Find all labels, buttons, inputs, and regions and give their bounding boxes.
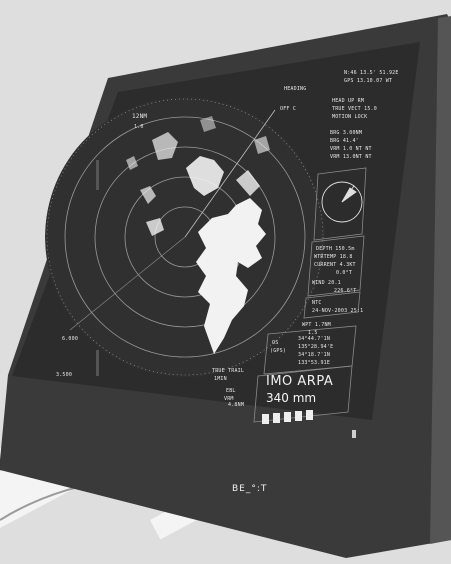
- arpa-key[interactable]: [306, 410, 313, 420]
- arpa-key[interactable]: [284, 412, 291, 422]
- arpa-key[interactable]: [273, 413, 280, 423]
- ebl-line: [69, 236, 186, 331]
- side-control: [352, 430, 356, 438]
- right-panel: [253, 167, 367, 423]
- arpa-key[interactable]: [262, 414, 269, 424]
- data-frame: [307, 235, 365, 297]
- radar-echo: [126, 116, 270, 354]
- heading-line: [184, 109, 276, 238]
- arpa-soft-keys: [262, 410, 313, 424]
- monitor-bezel-edge: [430, 16, 451, 544]
- arpa-key[interactable]: [295, 411, 302, 421]
- side-control: [96, 160, 99, 190]
- compass-frame: [313, 167, 367, 241]
- arpa-box-frame: [253, 365, 353, 423]
- compass-dial: [321, 181, 363, 223]
- bearing-scale: [46, 98, 324, 376]
- ntc-frame: [303, 291, 361, 319]
- side-control: [96, 350, 99, 376]
